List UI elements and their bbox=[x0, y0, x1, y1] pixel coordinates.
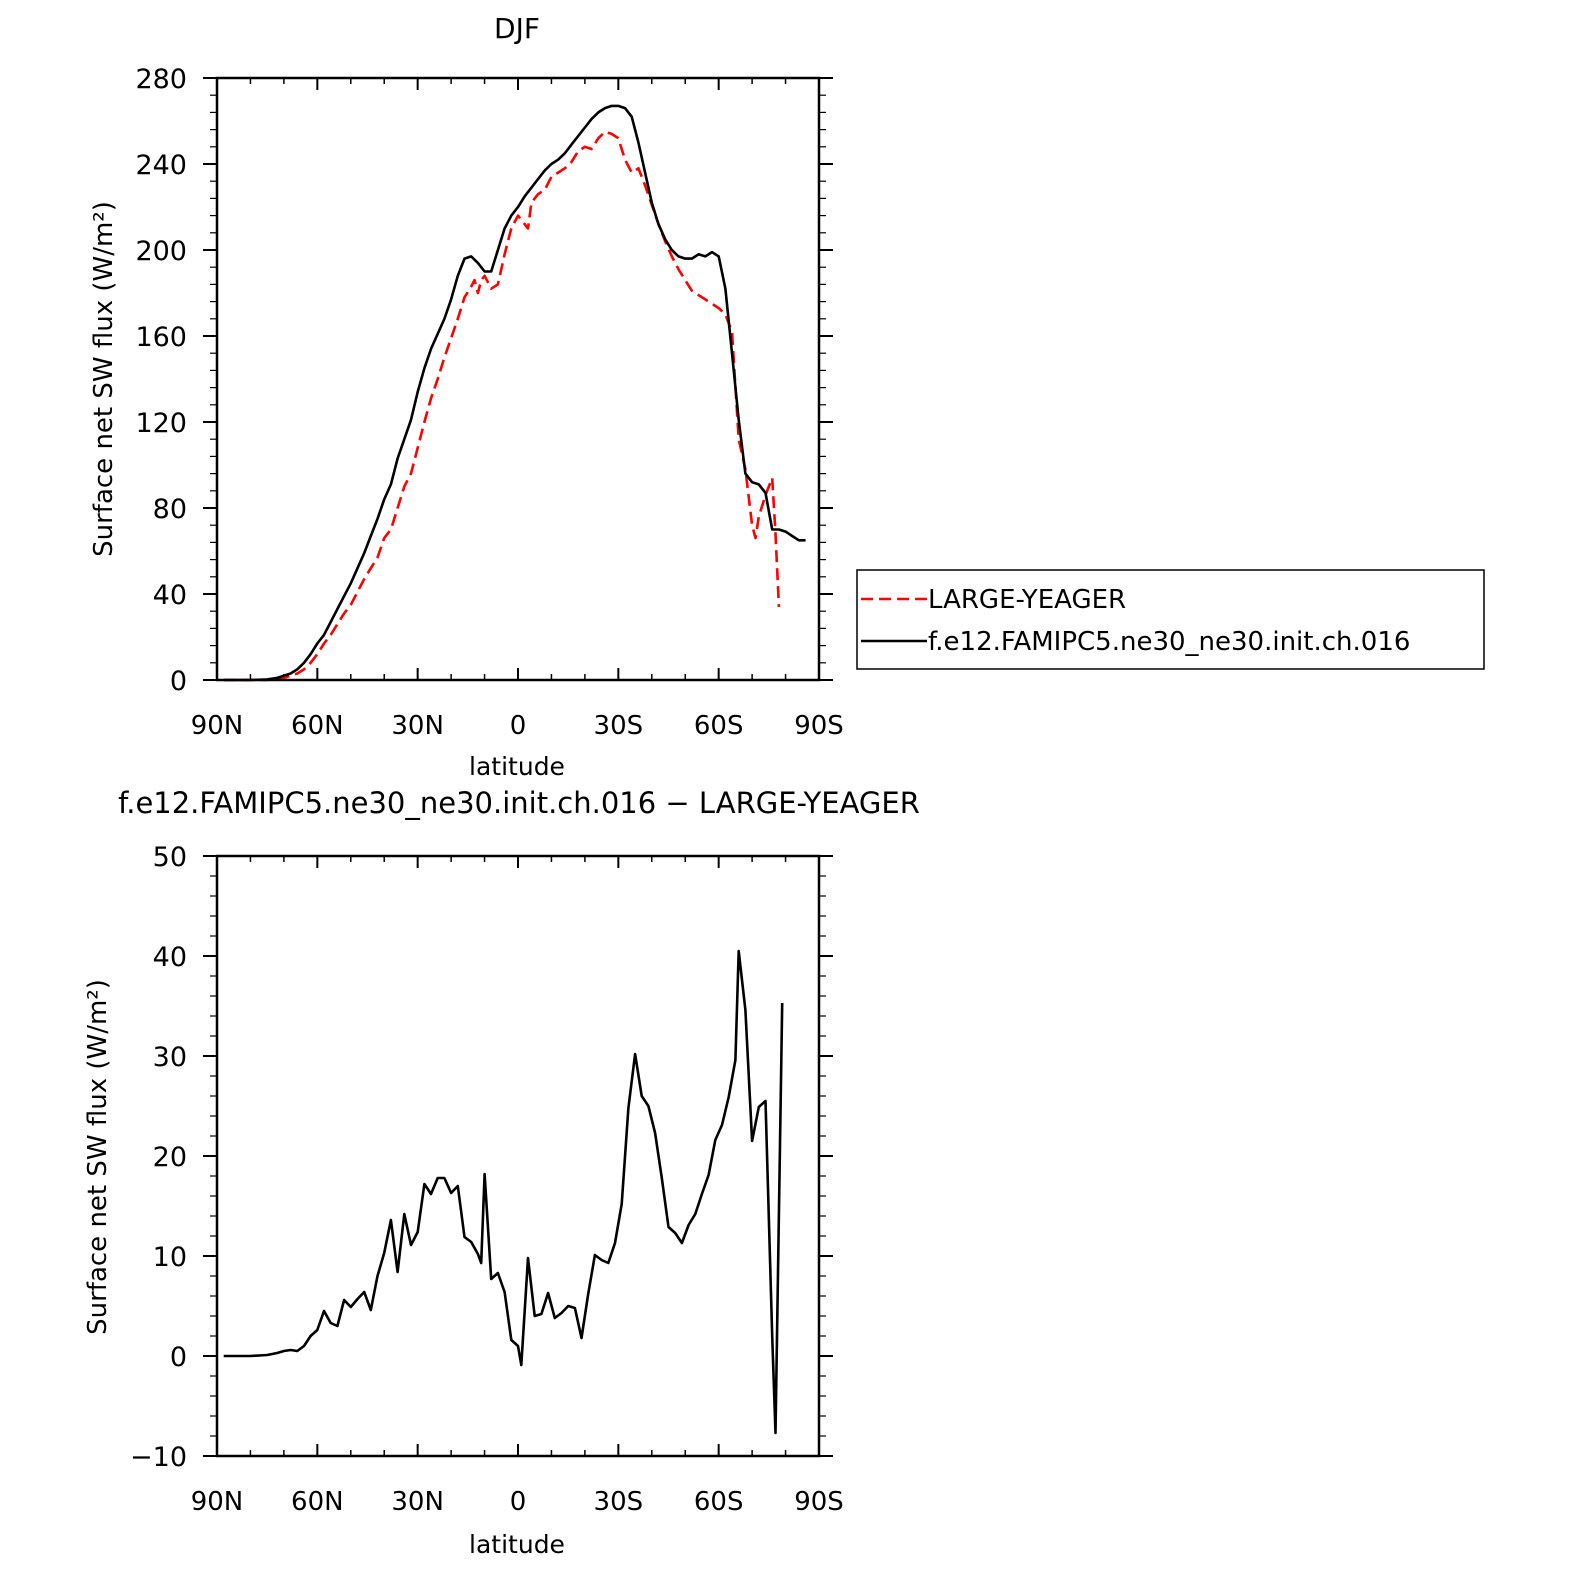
bottom-chart-title: f.e12.FAMIPC5.ne30_ne30.init.ch.016 − LA… bbox=[118, 786, 920, 820]
top-x-tick-label: 90N bbox=[191, 711, 244, 741]
bottom-axis-ticks: 90N 60N 30N 0 30S 60S 90S −10 0 10 20 30 40 50 bbox=[130, 842, 844, 1517]
bottom-x-axis-label: latitude bbox=[469, 1530, 565, 1559]
top-y-tick-label: 200 bbox=[135, 236, 187, 267]
bottom-y-tick-label: 30 bbox=[153, 1042, 187, 1073]
top-x-tick-label: 30S bbox=[594, 711, 644, 741]
legend-box bbox=[856, 569, 1485, 670]
top-y-tick-label: 40 bbox=[153, 580, 187, 611]
bottom-y-axis-label: Surface net SW flux (W/m²) bbox=[83, 979, 113, 1335]
top-axis-ticks: 90N 60N 30N 0 30S 60S 90S 0 40 80 120 160 200 240 280 bbox=[135, 64, 843, 741]
legend-label-model: f.e12.FAMIPC5.ne30_ne30.init.ch.016 bbox=[928, 627, 1410, 657]
top-panel: DJF Surface net SW flux (W/m²) latitude … bbox=[89, 12, 1485, 781]
top-y-tick-label: 0 bbox=[170, 666, 187, 697]
top-y-tick-label: 80 bbox=[153, 494, 187, 525]
bottom-x-tick-label: 30N bbox=[391, 1487, 444, 1517]
top-y-tick-label: 160 bbox=[135, 322, 187, 353]
top-plot-frame bbox=[215, 76, 821, 682]
bottom-x-tick-label: 30S bbox=[594, 1487, 644, 1517]
bottom-x-tick-label: 90N bbox=[191, 1487, 244, 1517]
bottom-x-tick-label: 60S bbox=[694, 1487, 744, 1517]
top-y-axis-label: Surface net SW flux (W/m²) bbox=[89, 201, 119, 557]
top-series-line-large-yeager bbox=[223, 130, 781, 682]
top-series-lines bbox=[223, 104, 806, 682]
top-x-tick-label: 60S bbox=[694, 711, 744, 741]
top-x-tick-label: 60N bbox=[291, 711, 344, 741]
bottom-series-lines bbox=[223, 949, 784, 1435]
bottom-x-tick-label: 0 bbox=[510, 1487, 527, 1517]
top-legend: LARGE-YEAGER f.e12.FAMIPC5.ne30_ne30.ini… bbox=[856, 569, 1485, 670]
bottom-y-tick-label: −10 bbox=[130, 1442, 187, 1473]
bottom-plot-frame bbox=[215, 854, 821, 1458]
top-x-axis-label: latitude bbox=[469, 752, 565, 781]
bottom-y-tick-label: 40 bbox=[153, 942, 187, 973]
bottom-y-tick-label: 0 bbox=[170, 1342, 187, 1373]
legend-label-large-yeager: LARGE-YEAGER bbox=[928, 585, 1126, 615]
top-y-tick-label: 280 bbox=[135, 64, 187, 95]
bottom-y-tick-label: 10 bbox=[153, 1242, 187, 1273]
top-x-tick-label: 30N bbox=[391, 711, 444, 741]
bottom-panel: f.e12.FAMIPC5.ne30_ne30.init.ch.016 − LA… bbox=[83, 786, 920, 1559]
top-y-tick-label: 120 bbox=[135, 408, 187, 439]
bottom-y-tick-label: 20 bbox=[153, 1142, 187, 1173]
bottom-series-line-difference bbox=[223, 949, 784, 1435]
top-y-tick-label: 240 bbox=[135, 150, 187, 181]
top-chart-title: DJF bbox=[494, 12, 540, 45]
top-series-line-f-e12-famipc5-ne30-ne30-init-ch-016 bbox=[223, 104, 806, 682]
bottom-x-tick-label: 60N bbox=[291, 1487, 344, 1517]
bottom-y-tick-label: 50 bbox=[153, 842, 187, 873]
bottom-x-tick-label: 90S bbox=[794, 1487, 844, 1517]
top-x-tick-label: 90S bbox=[794, 711, 844, 741]
top-x-tick-label: 0 bbox=[510, 711, 527, 741]
